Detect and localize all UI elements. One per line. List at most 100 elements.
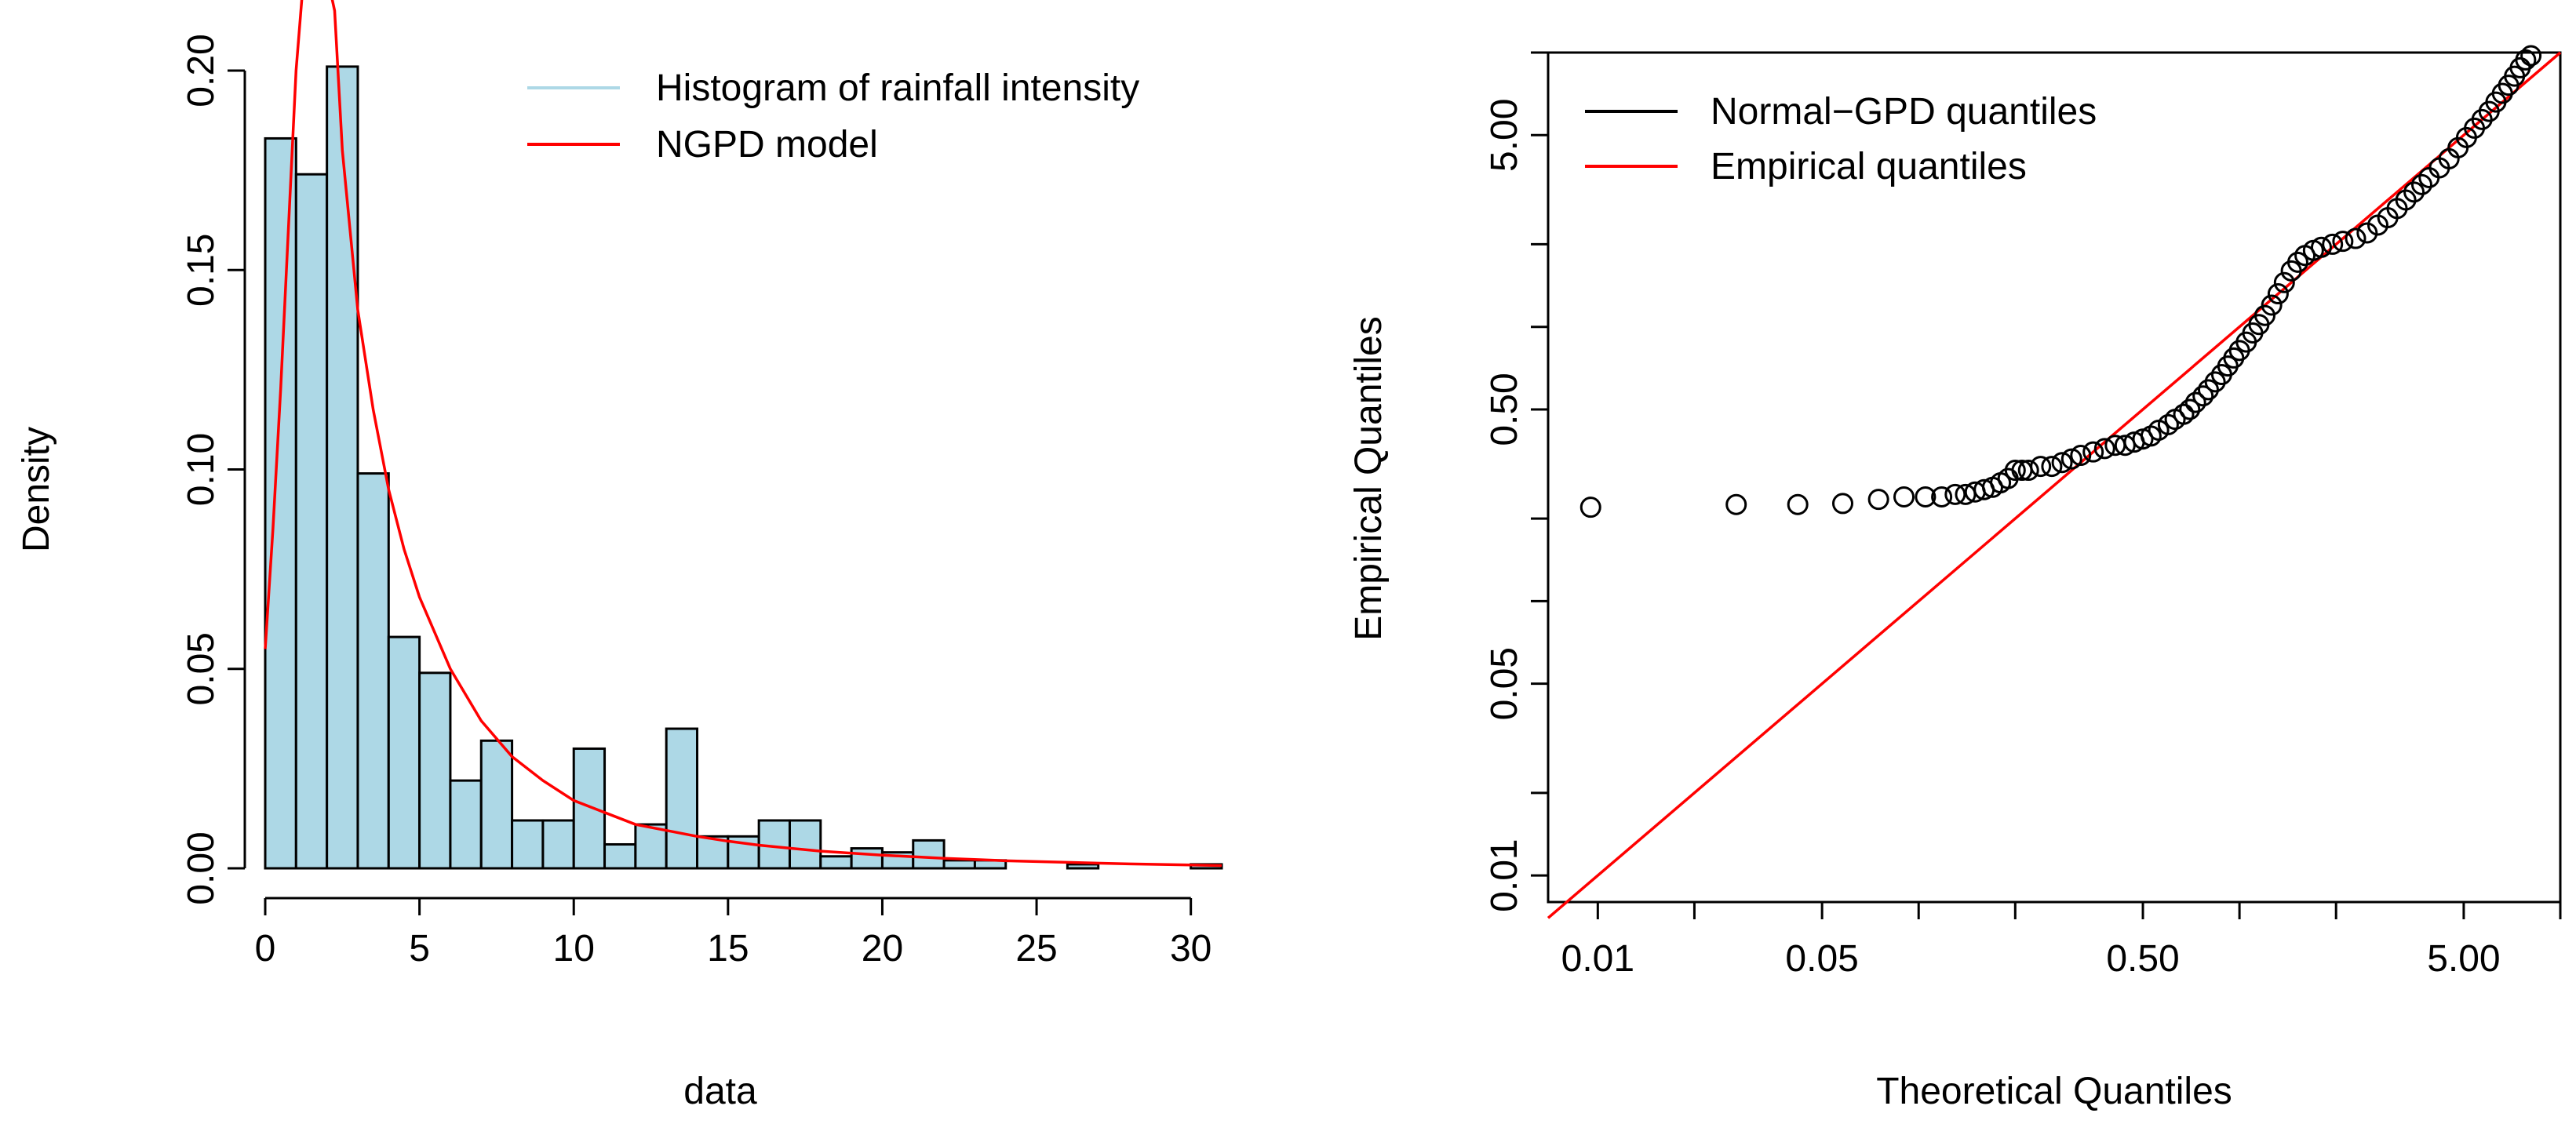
qq-point-49 xyxy=(2273,271,2295,293)
histogram-bar-19 xyxy=(850,847,884,870)
qq-point-8 xyxy=(1944,483,1966,505)
qq-point-19 xyxy=(2041,456,2063,478)
histogram-bar-4 xyxy=(387,635,421,870)
qq-x-tick-label-5: 0.50 xyxy=(2106,938,2179,980)
qq-point-64 xyxy=(2410,173,2432,195)
qq-point-37 xyxy=(2197,379,2219,401)
histogram-bar-8 xyxy=(511,819,545,870)
legend-label-histogram: Histogram of rainfall intensity xyxy=(656,67,1139,109)
qq-point-35 xyxy=(2184,391,2206,413)
histogram-x-tick-label-3: 15 xyxy=(707,928,749,969)
qq-x-tick-label-2: 0.05 xyxy=(1785,938,1858,980)
qq-x-tick-label-8: 5.00 xyxy=(2427,938,2500,980)
histogram-x-tick-label-1: 5 xyxy=(409,928,430,969)
histogram-y-tick-label-3: 0.15 xyxy=(180,234,222,307)
qq-point-5 xyxy=(1893,486,1915,507)
qq-point-48 xyxy=(2267,283,2289,305)
qq-point-79 xyxy=(2520,45,2542,67)
qq-point-54 xyxy=(2310,236,2332,258)
histogram-x-tick-label-0: 0 xyxy=(255,928,276,969)
legend-label-ngpd: NGPD model xyxy=(656,124,878,166)
histogram-bar-12 xyxy=(634,823,668,870)
qq-x-tick-label-0: 0.01 xyxy=(1561,938,1634,980)
histogram-x-label: data xyxy=(683,1071,757,1112)
qq-point-24 xyxy=(2093,438,2115,460)
histogram-bar-18 xyxy=(819,855,853,870)
histogram-bar-5 xyxy=(418,671,452,870)
histogram-panel: 0 5 10 15 20 25 30 0.00 0.05 0.10 0.15 0.20 data D… xyxy=(16,0,1223,1112)
histogram-bar-0 xyxy=(264,136,297,870)
histogram-y-axis: 0.00 0.05 0.10 0.15 0.20 xyxy=(180,34,246,905)
histogram-bar-6 xyxy=(449,779,483,870)
qq-point-55 xyxy=(2322,233,2344,255)
histogram-x-tick-label-5: 25 xyxy=(1015,928,1057,969)
qq-y-tick-label-2: 0.05 xyxy=(1484,647,1525,720)
qq-point-7 xyxy=(1931,486,1953,507)
histogram-y-tick-label-1: 0.05 xyxy=(180,632,222,705)
histogram-bar-21 xyxy=(912,839,946,870)
qq-point-31 xyxy=(2157,413,2179,435)
histogram-bar-17 xyxy=(788,819,822,870)
qq-point-17 xyxy=(2017,460,2039,482)
qq-plot-panel: 0.01 0.05 0.50 5.00 0.01 0.05 0.50 5.00 Theore… xyxy=(1348,45,2562,1112)
qq-point-78 xyxy=(2515,49,2537,71)
qq-plot-box xyxy=(1547,51,2562,904)
histogram-bar-22 xyxy=(942,859,976,870)
histogram-bar-11 xyxy=(603,842,637,870)
qq-point-38 xyxy=(2204,371,2226,393)
histogram-y-label: Density xyxy=(16,427,57,552)
ngpd-density-curve xyxy=(264,0,1222,868)
histogram-x-axis: 0 5 10 15 20 25 30 xyxy=(255,897,1211,969)
histogram-bar-1 xyxy=(294,173,329,870)
qq-point-4 xyxy=(1867,489,1889,511)
qq-point-0 xyxy=(1579,497,1601,518)
qq-y-label: Empirical Quantiles xyxy=(1348,316,1390,640)
qq-point-1 xyxy=(1725,493,1747,515)
histogram-bar-26 xyxy=(1066,863,1100,870)
qq-point-47 xyxy=(2261,294,2283,316)
histogram-bar-10 xyxy=(572,747,607,870)
qq-point-2 xyxy=(1787,493,1809,515)
qq-legend: Normal−GPD quantiles Empirical quantiles xyxy=(1585,91,2097,187)
qq-point-63 xyxy=(2403,181,2425,203)
qq-point-21 xyxy=(2060,448,2082,470)
qq-y-tick-label-8: 5.00 xyxy=(1484,99,1525,172)
qq-point-56 xyxy=(2332,231,2354,253)
histogram-bar-3 xyxy=(356,472,390,870)
histogram-bar-13 xyxy=(665,727,699,870)
qq-point-57 xyxy=(2345,227,2366,249)
histogram-bar-2 xyxy=(326,65,359,870)
qq-points xyxy=(1579,45,2542,518)
empirical-quantiles-reference-line xyxy=(1547,51,2562,919)
qq-y-tick-label-0: 0.01 xyxy=(1484,839,1525,911)
histogram-x-tick-label-4: 20 xyxy=(862,928,903,969)
qq-y-tick-label-5: 0.50 xyxy=(1484,373,1525,446)
histogram-bar-7 xyxy=(479,739,514,870)
qq-point-36 xyxy=(2192,385,2214,407)
qq-x-label: Theoretical Quantiles xyxy=(1876,1071,2232,1112)
histogram-bar-9 xyxy=(541,819,575,870)
qq-point-18 xyxy=(2030,456,2052,478)
qq-point-3 xyxy=(1831,493,1853,515)
histogram-y-tick-label-2: 0.10 xyxy=(180,433,222,506)
qq-point-46 xyxy=(2254,304,2275,326)
legend-label-empirical: Empirical quantiles xyxy=(1711,146,2027,187)
histogram-y-tick-label-4: 0.20 xyxy=(180,34,222,107)
qq-x-axis: 0.01 0.05 0.50 5.00 xyxy=(1561,902,2562,980)
qq-point-22 xyxy=(2070,445,2092,467)
qq-point-23 xyxy=(2082,441,2104,463)
histogram-bars xyxy=(264,65,1223,870)
qq-point-15 xyxy=(2004,460,2026,482)
qq-point-51 xyxy=(2286,251,2308,273)
qq-y-axis: 0.01 0.05 0.50 5.00 xyxy=(1484,51,1548,912)
histogram-x-tick-label-6: 30 xyxy=(1170,928,1211,969)
qq-point-20 xyxy=(2051,452,2073,474)
qq-point-33 xyxy=(2173,403,2195,425)
histogram-legend: Histogram of rainfall intensity NGPD mod… xyxy=(527,67,1139,166)
qq-point-34 xyxy=(2179,398,2201,420)
qq-point-6 xyxy=(1915,486,1937,507)
histogram-x-tick-label-2: 10 xyxy=(553,928,595,969)
legend-label-normal-gpd: Normal−GPD quantiles xyxy=(1711,91,2097,133)
